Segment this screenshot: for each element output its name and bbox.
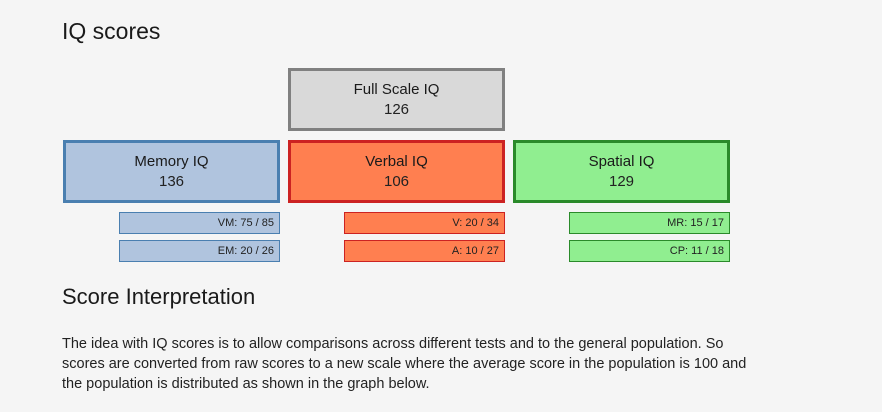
verbal-subtest-a: A: 10 / 27	[344, 240, 505, 262]
memory-iq-box: Memory IQ 136	[63, 140, 280, 203]
page-title: IQ scores	[62, 18, 161, 44]
memory-subtest-vm: VM: 75 / 85	[119, 212, 280, 234]
verbal-iq-label: Verbal IQ	[365, 152, 428, 170]
memory-iq-score: 136	[158, 172, 185, 190]
spatial-iq-score: 129	[608, 172, 635, 190]
spatial-subtest-cp: CP: 11 / 18	[569, 240, 730, 262]
interpretation-text: The idea with IQ scores is to allow comp…	[62, 336, 747, 392]
full-scale-iq-box: Full Scale IQ 126	[288, 68, 505, 131]
spatial-subtest-mr: MR: 15 / 17	[569, 212, 730, 234]
spatial-iq-box: Spatial IQ 129	[513, 140, 730, 203]
memory-iq-label: Memory IQ	[134, 152, 209, 170]
spatial-iq-label: Spatial IQ	[588, 152, 655, 170]
verbal-iq-score: 106	[383, 172, 410, 190]
interpretation-heading: Score Interpretation	[62, 284, 256, 309]
verbal-subtest-v: V: 20 / 34	[344, 212, 505, 234]
memory-subtest-em: EM: 20 / 26	[119, 240, 280, 262]
full-scale-iq-score: 126	[383, 100, 410, 118]
full-scale-iq-label: Full Scale IQ	[353, 80, 440, 98]
verbal-iq-box: Verbal IQ 106	[288, 140, 505, 203]
